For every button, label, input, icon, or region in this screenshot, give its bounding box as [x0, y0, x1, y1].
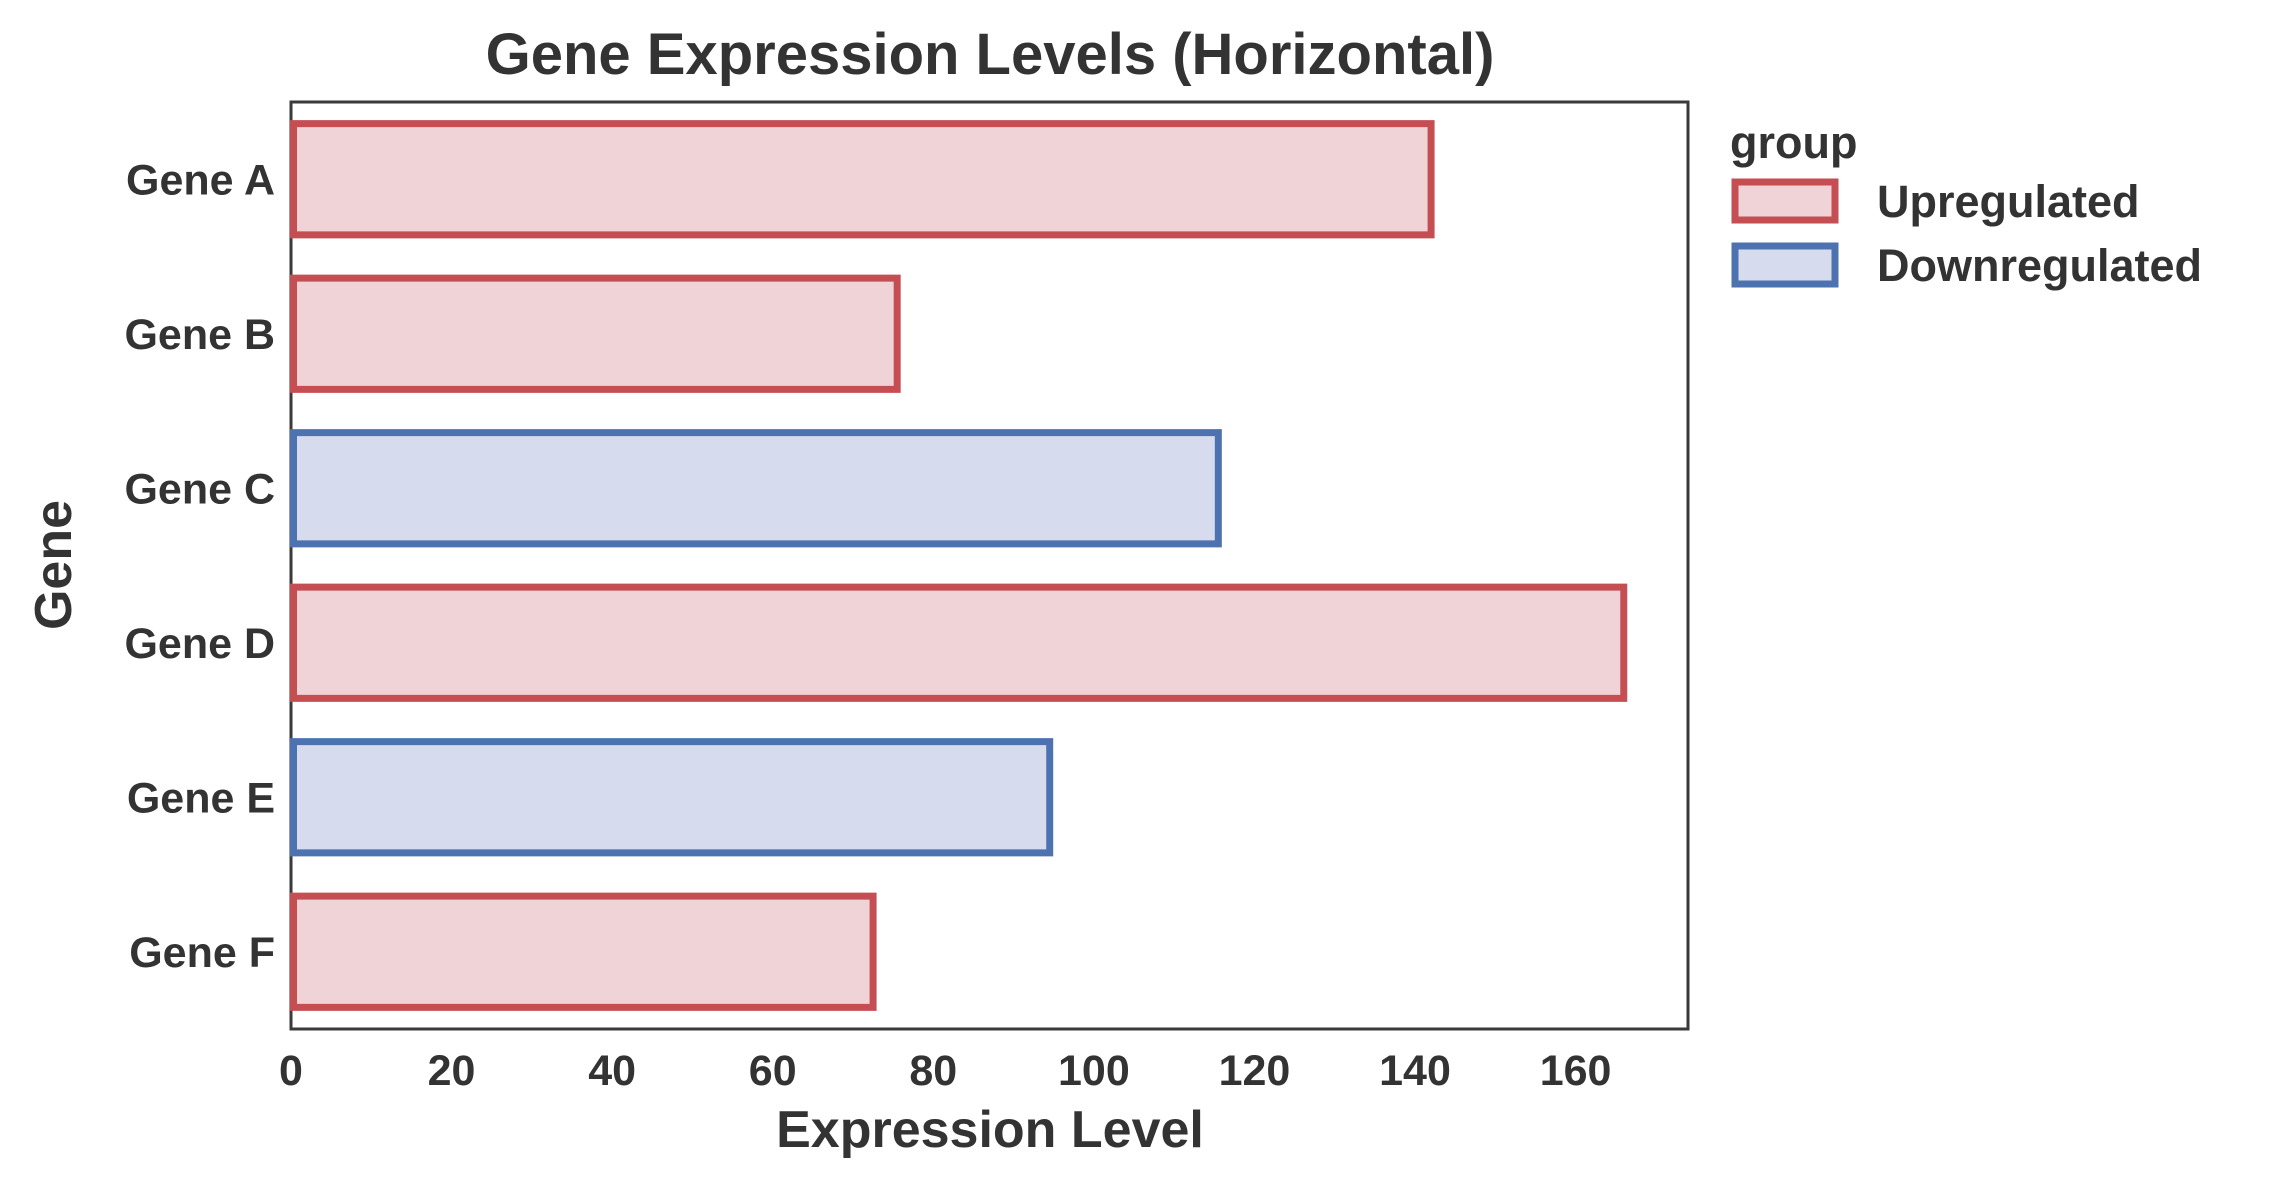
bar-gene-a [290, 120, 1435, 239]
y-tick-label-gene-d: Gene D [124, 620, 275, 668]
legend-entries: Upregulated Downregulated [1731, 176, 2202, 291]
x-tick-label-140: 140 [1379, 1047, 1451, 1095]
x-tick-label-60: 60 [749, 1047, 797, 1095]
y-axis-label: Gene [25, 500, 83, 630]
bar-gene-b [290, 274, 901, 393]
x-tick-label-160: 160 [1540, 1047, 1612, 1095]
bar-gene-c [290, 429, 1222, 548]
bars-layer [290, 120, 1628, 1011]
y-tick-label-gene-e: Gene E [127, 774, 275, 822]
legend-swatch-downregulated [1731, 242, 1839, 288]
legend: group Upregulated Downregulated [1730, 117, 2202, 291]
y-tick-label-gene-f: Gene F [129, 929, 275, 977]
bar-gene-d [290, 583, 1628, 702]
legend-label-upregulated: Upregulated [1877, 176, 2140, 227]
x-tick-label-100: 100 [1058, 1047, 1130, 1095]
y-tick-label-gene-c: Gene C [124, 465, 275, 513]
y-tick-labels: Gene A Gene B Gene C Gene D Gene E Gene F [124, 156, 275, 977]
x-tick-labels: 0 20 40 60 80 100 120 140 160 [279, 1047, 1611, 1095]
legend-swatch-upregulated [1731, 178, 1839, 224]
y-tick-label-gene-a: Gene A [126, 156, 275, 204]
x-tick-label-40: 40 [588, 1047, 636, 1095]
bar-gene-f [290, 892, 877, 1011]
chart-title: Gene Expression Levels (Horizontal) [486, 22, 1495, 87]
legend-title: group [1730, 117, 1857, 168]
legend-label-downregulated: Downregulated [1877, 240, 2202, 291]
y-tick-label-gene-b: Gene B [124, 311, 275, 359]
x-tick-label-20: 20 [428, 1047, 476, 1095]
x-tick-label-80: 80 [909, 1047, 957, 1095]
bar-gene-e [290, 738, 1054, 857]
x-tick-label-120: 120 [1219, 1047, 1291, 1095]
plot-area-frame [289, 100, 1690, 1031]
x-tick-label-0: 0 [279, 1047, 303, 1095]
x-axis-label: Expression Level [776, 1101, 1204, 1159]
